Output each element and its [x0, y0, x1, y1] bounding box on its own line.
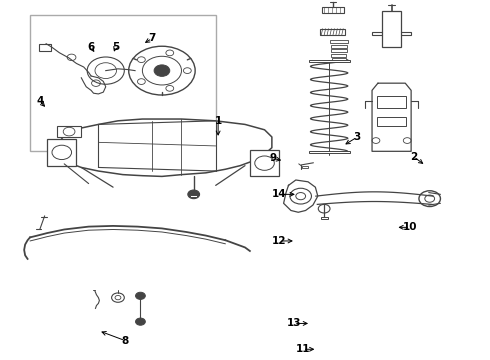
Bar: [321, 217, 328, 219]
Text: 2: 2: [410, 152, 417, 162]
Text: 4: 4: [36, 96, 44, 106]
Bar: [372, 32, 411, 35]
Bar: [320, 29, 345, 35]
Bar: [330, 40, 347, 43]
Bar: [331, 45, 347, 48]
Bar: [250, 149, 279, 176]
Bar: [302, 166, 308, 168]
Circle shape: [136, 318, 146, 325]
Bar: [332, 58, 345, 61]
Text: 13: 13: [287, 319, 301, 328]
Text: 14: 14: [272, 189, 287, 199]
Polygon shape: [372, 83, 411, 151]
Circle shape: [154, 65, 170, 76]
Polygon shape: [316, 192, 433, 204]
Bar: [39, 44, 50, 51]
Bar: [309, 60, 349, 62]
Text: 11: 11: [295, 344, 310, 354]
Text: 3: 3: [354, 132, 361, 142]
Text: 12: 12: [272, 236, 287, 246]
Polygon shape: [54, 119, 272, 176]
Bar: [30, 15, 216, 151]
Bar: [382, 12, 401, 47]
Text: 6: 6: [87, 42, 95, 52]
Text: 1: 1: [215, 116, 222, 126]
Bar: [190, 195, 197, 197]
Text: 5: 5: [112, 42, 119, 52]
Circle shape: [188, 190, 199, 199]
Bar: [47, 139, 76, 166]
Bar: [322, 7, 343, 13]
Bar: [377, 96, 406, 108]
Circle shape: [136, 292, 146, 300]
Text: 10: 10: [403, 222, 417, 232]
Text: 7: 7: [148, 33, 156, 43]
Bar: [377, 117, 406, 126]
Polygon shape: [284, 180, 318, 212]
Text: 8: 8: [122, 336, 129, 346]
Bar: [331, 54, 346, 57]
Bar: [309, 151, 349, 153]
Bar: [331, 49, 346, 52]
Bar: [57, 126, 81, 137]
Text: 9: 9: [270, 153, 277, 163]
